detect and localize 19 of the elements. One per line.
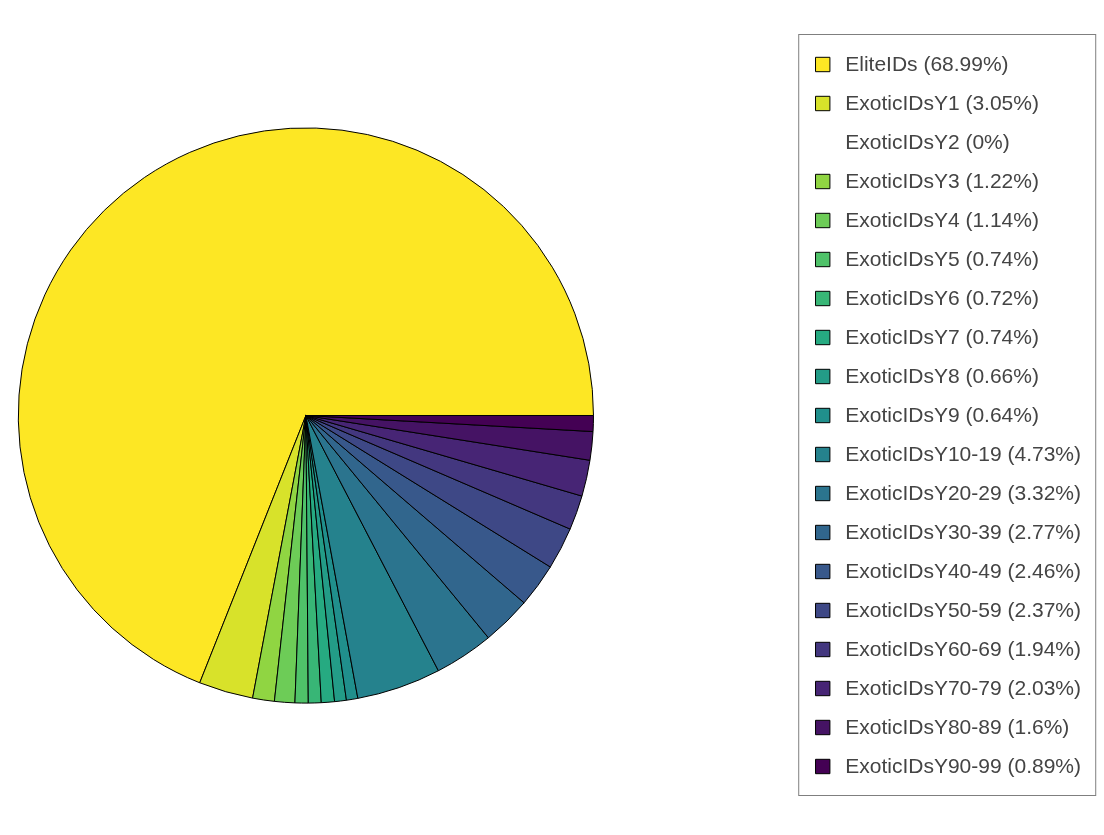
legend-label: ExoticIDsY10-19 (4.73%)	[845, 441, 1081, 467]
legend-label: ExoticIDsY40-49 (2.46%)	[845, 558, 1081, 584]
legend-label: ExoticIDsY8 (0.66%)	[845, 363, 1039, 389]
legend-label: ExoticIDsY3 (1.22%)	[845, 168, 1039, 194]
legend-label: ExoticIDsY50-59 (2.37%)	[845, 597, 1081, 623]
legend-label: ExoticIDsY60-69 (1.94%)	[845, 636, 1081, 662]
legend-label: ExoticIDsY5 (0.74%)	[845, 246, 1039, 272]
legend-label: ExoticIDsY90-99 (0.89%)	[845, 753, 1081, 779]
legend-label: ExoticIDsY1 (3.05%)	[845, 90, 1039, 116]
legend-label: ExoticIDsY7 (0.74%)	[845, 324, 1039, 350]
legend-label: ExoticIDsY80-89 (1.6%)	[845, 714, 1070, 740]
legend-label: ExoticIDsY6 (0.72%)	[845, 285, 1039, 311]
category-label: ExoticIDsY2 (0%)	[845, 130, 1010, 153]
legend-label: ExoticIDsY9 (0.64%)	[845, 402, 1039, 428]
legend-label: ExoticIDsY20-29 (3.32%)	[845, 480, 1081, 506]
legend-label: ExoticIDsY70-79 (2.03%)	[845, 675, 1081, 701]
legend-label: EliteIDs (68.99%)	[845, 51, 1009, 77]
legend-label: ExoticIDsY4 (1.14%)	[845, 207, 1039, 233]
legend-label: ExoticIDsY30-39 (2.77%)	[845, 519, 1081, 545]
